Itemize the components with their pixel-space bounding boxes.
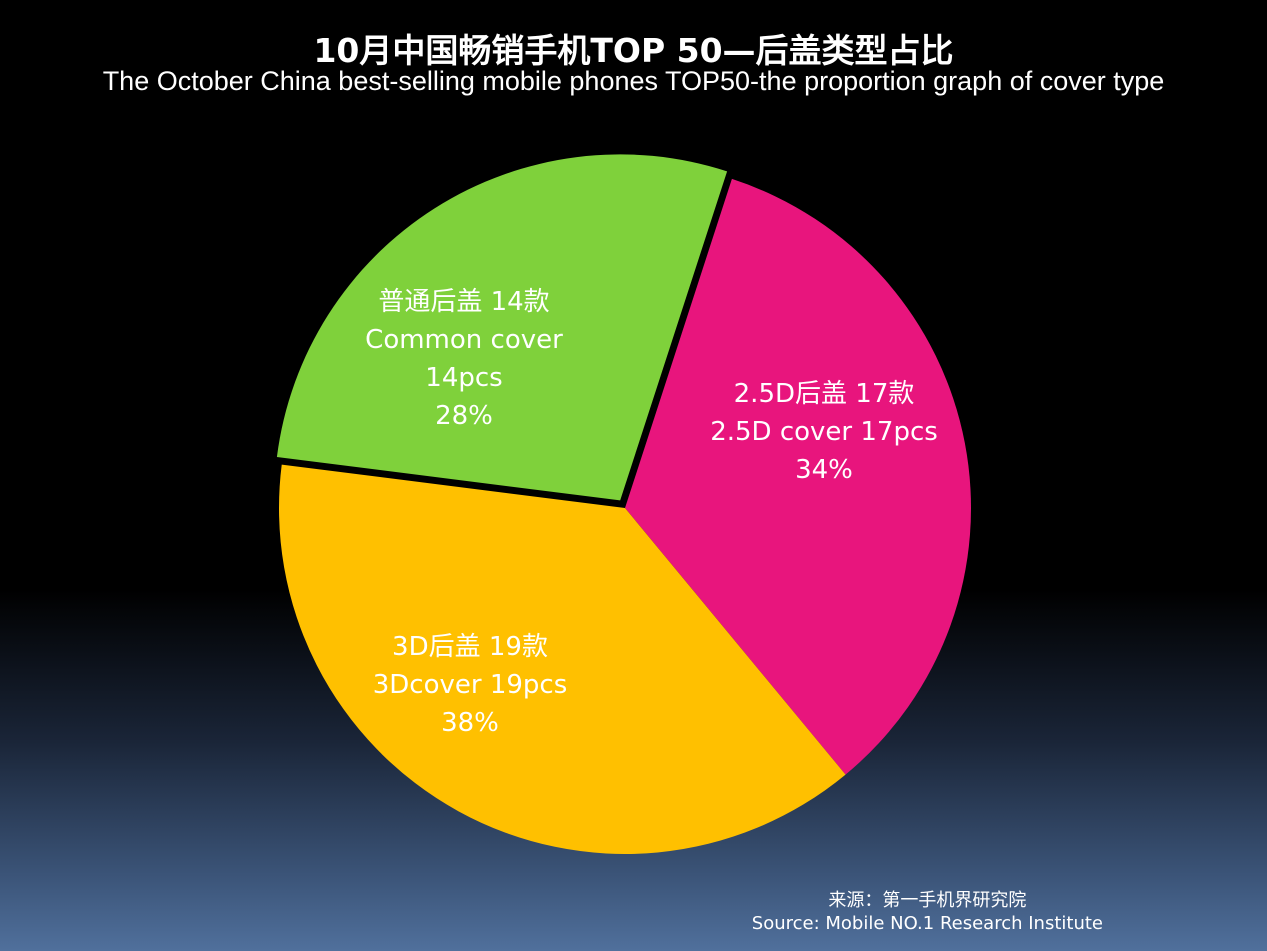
source-line-en: Source: Mobile NO.1 Research Institute <box>751 913 1103 934</box>
chart-subtitle: The October China best-selling mobile ph… <box>102 66 1165 96</box>
slice-label-line: 14pcs <box>425 363 502 393</box>
slice-label-line: 普通后盖 14款 <box>378 287 549 317</box>
slice-label-3d: 3D后盖 19款 3Dcover 19pcs 38% <box>373 632 568 738</box>
pie-slice-2.5d <box>625 178 971 775</box>
slice-label-line: 2.5D cover 17pcs <box>710 417 938 447</box>
slice-label-line: 34% <box>795 455 853 485</box>
source-note: 来源：第一手机界研究院 Source: Mobile NO.1 Research… <box>752 889 1103 935</box>
slice-label-line: 38% <box>441 708 499 738</box>
slice-label-2.5d: 2.5D后盖 17款 2.5D cover 17pcs 34% <box>710 379 938 485</box>
slice-label-line: 3D后盖 19款 <box>392 632 548 662</box>
slice-label-line: 2.5D后盖 17款 <box>734 379 915 409</box>
slice-label-line: 3Dcover 19pcs <box>373 670 568 700</box>
pie-slice-3d <box>278 464 846 855</box>
source-line-cn: 来源：第一手机界研究院 <box>828 890 1027 911</box>
slice-label-line: Common cover <box>365 325 563 355</box>
chart-title: 10月中国畅销手机TOP 50—后盖类型占比 <box>313 31 954 70</box>
slice-label-line: 28% <box>435 401 493 431</box>
slice-label-common: 普通后盖 14款 Common cover 14pcs 28% <box>365 287 563 431</box>
pie-slice-common <box>276 154 728 501</box>
